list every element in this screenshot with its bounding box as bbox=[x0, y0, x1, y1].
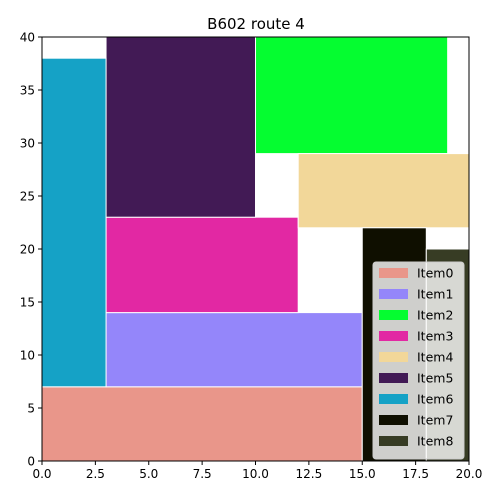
x-tick-label: 10.0 bbox=[242, 467, 269, 481]
legend-swatch bbox=[379, 268, 408, 278]
x-tick-label: 7.5 bbox=[193, 467, 212, 481]
rectangles-layer bbox=[41, 36, 470, 462]
legend-label: Item1 bbox=[417, 287, 453, 302]
legend-label: Item8 bbox=[417, 434, 453, 449]
y-tick-label: 35 bbox=[20, 84, 35, 98]
y-tick-label: 0 bbox=[27, 455, 35, 469]
legend-label: Item5 bbox=[417, 371, 453, 386]
x-tick-label: 15.0 bbox=[349, 467, 376, 481]
y-tick-label: 20 bbox=[20, 243, 35, 257]
x-tick-label: 5.0 bbox=[139, 467, 158, 481]
rect-item6 bbox=[41, 57, 107, 388]
rect-item2 bbox=[255, 36, 449, 155]
y-tick-label: 10 bbox=[20, 349, 35, 363]
legend-label: Item2 bbox=[417, 308, 453, 323]
legend: Item0 Item1 Item2 Item3 Item4 Item5 Item6 Item7… bbox=[372, 261, 465, 460]
y-tick-label: 15 bbox=[20, 296, 35, 310]
legend-swatch bbox=[379, 310, 408, 320]
rect-item1 bbox=[105, 312, 363, 388]
x-tick-label: 2.5 bbox=[86, 467, 105, 481]
y-tick-label: 40 bbox=[20, 31, 35, 45]
chart-title: B602 route 4 bbox=[207, 15, 305, 33]
y-tick-label: 25 bbox=[20, 190, 35, 204]
legend-swatch bbox=[379, 394, 408, 404]
legend-label: Item7 bbox=[417, 413, 453, 428]
y-tick-label: 30 bbox=[20, 137, 35, 151]
rect-item3 bbox=[105, 216, 299, 314]
rect-item5 bbox=[105, 36, 256, 218]
legend-label: Item6 bbox=[417, 392, 453, 407]
legend-label: Item0 bbox=[417, 266, 453, 281]
y-tick-label: 5 bbox=[27, 402, 35, 416]
rect-item0 bbox=[41, 386, 363, 462]
legend-label: Item3 bbox=[417, 329, 453, 344]
rect-item4 bbox=[297, 153, 470, 229]
x-tick-label: 12.5 bbox=[296, 467, 323, 481]
legend-swatch bbox=[379, 415, 408, 425]
legend-swatch bbox=[379, 352, 408, 362]
x-tick-label: 17.5 bbox=[402, 467, 429, 481]
x-tick-label: 0.0 bbox=[32, 467, 51, 481]
legend-swatch bbox=[379, 373, 408, 383]
legend-swatch bbox=[379, 436, 408, 446]
legend-label: Item4 bbox=[417, 350, 453, 365]
ticks-layer: 0.0 2.5 5.0 7.5 10.0 12.5 15.0 17.5 20.0 0 5 10 15 20… bbox=[20, 31, 483, 482]
legend-swatch bbox=[379, 289, 408, 299]
x-tick-label: 20.0 bbox=[456, 467, 483, 481]
legend-swatch bbox=[379, 331, 408, 341]
